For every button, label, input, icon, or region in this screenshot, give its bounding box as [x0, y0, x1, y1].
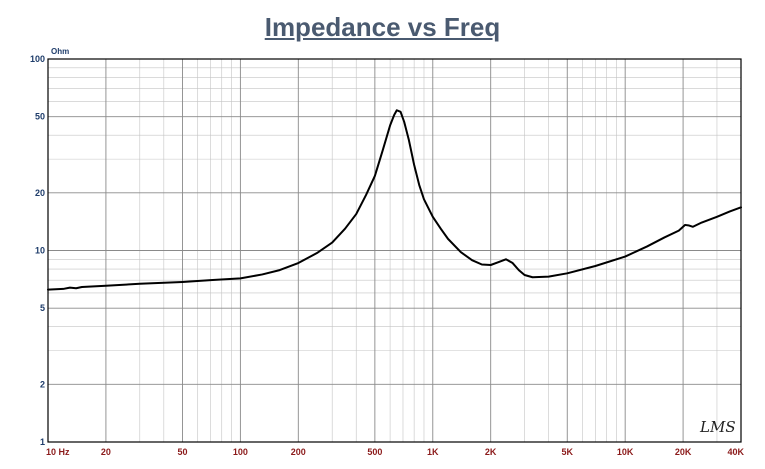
- x-tick-label: 2K: [485, 447, 497, 457]
- y-tick-label: 10: [35, 246, 45, 256]
- x-tick-label: 40K: [727, 447, 744, 457]
- y-tick-label: 100: [30, 54, 45, 64]
- impedance-series: [47, 109, 742, 291]
- x-tick-label: 5K: [561, 447, 573, 457]
- plot-frame: [47, 58, 742, 443]
- x-tick-label: 200: [291, 447, 306, 457]
- y-tick-label: 2: [40, 379, 45, 389]
- chart-title: Impedance vs Freq: [264, 12, 501, 42]
- x-tick-label: 100: [233, 447, 248, 457]
- x-tick-label: 1K: [427, 447, 439, 457]
- x-tick-label: 10 Hz: [46, 447, 70, 457]
- impedance-curve: [47, 109, 742, 291]
- y-tick-label: 20: [35, 188, 45, 198]
- y-tick-label: 5: [40, 303, 45, 313]
- x-tick-label: 50: [177, 447, 187, 457]
- y-axis-unit-label: Ohm: [51, 47, 69, 56]
- x-tick-label: 500: [367, 447, 382, 457]
- x-tick-labels: 10 Hz 20 50 100 200 500 1K 2K 5K 10K 20K 40K: [46, 447, 744, 457]
- x-tick-label: 20K: [675, 447, 692, 457]
- y-tick-label: 50: [35, 112, 45, 122]
- lms-watermark: LMS: [699, 418, 736, 436]
- x-tick-label: 20: [101, 447, 111, 457]
- x-tick-label: 10K: [617, 447, 634, 457]
- y-tick-label: 1: [40, 437, 45, 447]
- y-tick-labels: 100 50 20 10 5 2 1: [30, 54, 45, 447]
